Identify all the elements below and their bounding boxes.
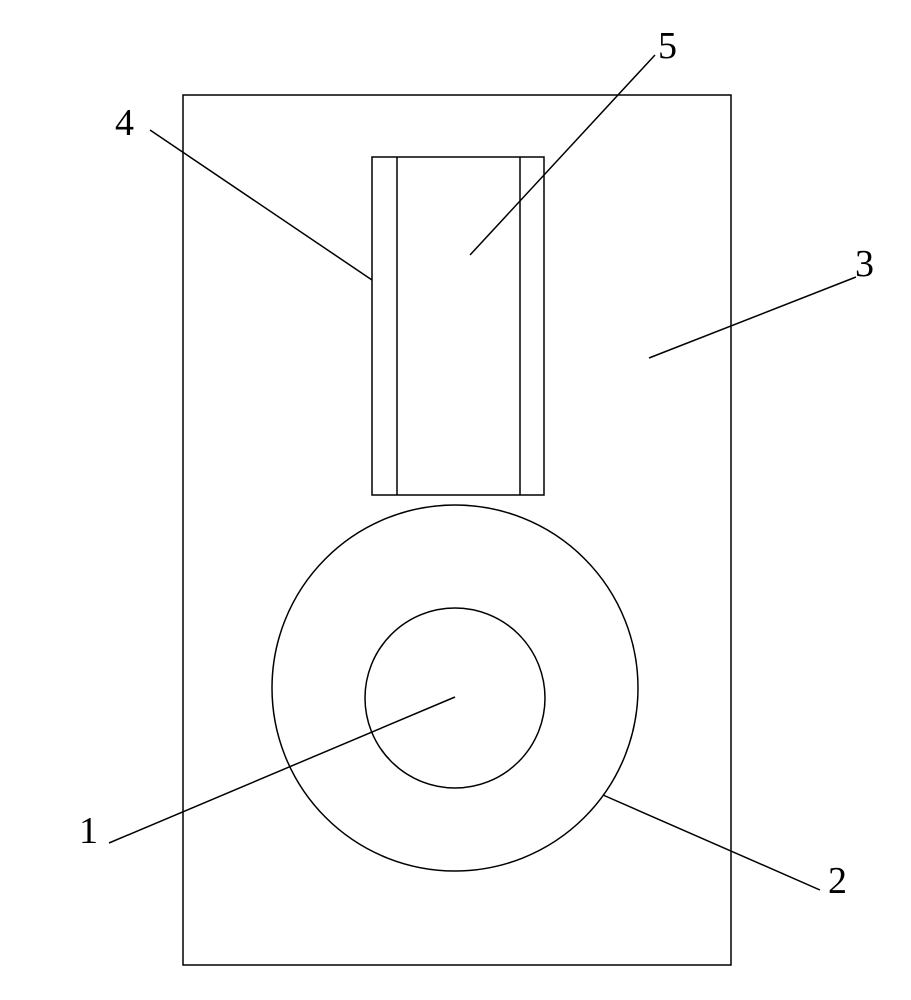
outer-circle [272,505,638,871]
leader-3 [649,277,856,358]
leader-1 [109,697,455,843]
outer-rect [183,95,731,965]
label-2: 2 [828,860,847,902]
label-5: 5 [658,25,677,67]
slot-outer-rect [372,157,544,495]
label-4: 4 [115,102,134,144]
leader-5 [470,55,655,255]
inner-circle [365,608,545,788]
label-3: 3 [855,243,874,285]
label-1: 1 [79,810,98,852]
diagram-svg: 1 2 3 4 5 [0,0,911,1000]
leader-2 [603,795,820,890]
